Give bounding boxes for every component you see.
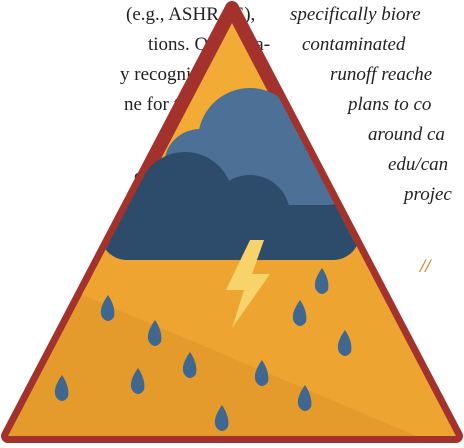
storm-icon (0, 0, 464, 448)
icon-inner (0, 88, 464, 448)
page: (e.g., ASHRAE),tions. Organiza-y recogni… (0, 0, 464, 448)
